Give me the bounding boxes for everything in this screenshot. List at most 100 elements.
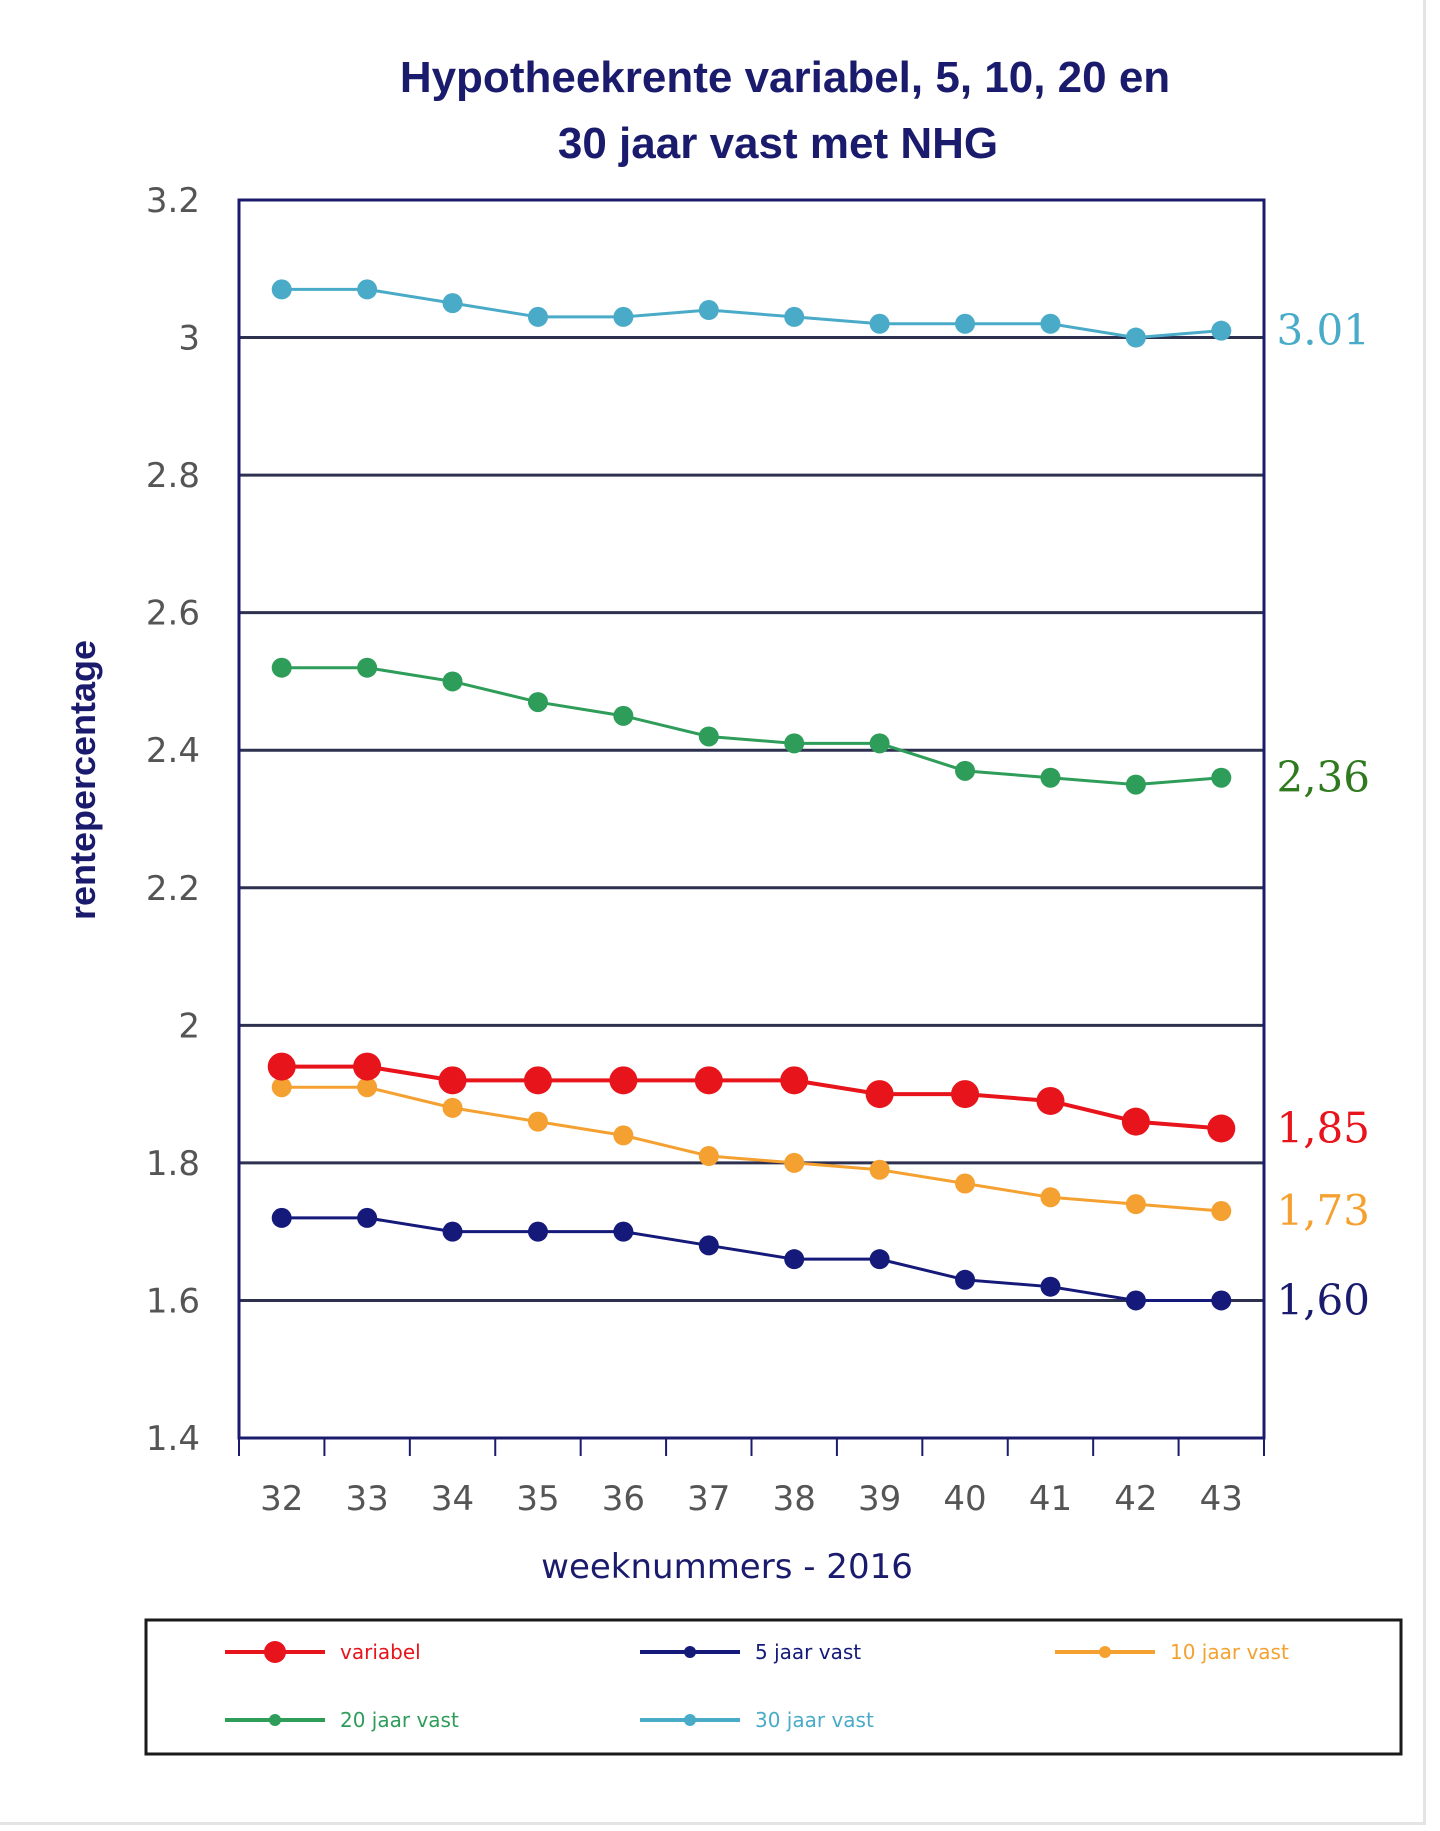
series-line [281,666,1222,787]
y-tick-label: 2.2 [146,869,200,909]
data-point [869,313,890,334]
data-point [613,1221,634,1242]
data-point [271,279,292,300]
data-point [955,313,976,334]
legend-label: variabel [340,1640,421,1664]
data-point [271,657,292,678]
data-point [527,1221,548,1242]
data-point [523,1066,552,1095]
y-tick-label: 3.2 [146,181,200,221]
x-tick-label: 34 [431,1479,474,1519]
series-10-jaar-vast [271,1077,1232,1222]
y-tick-label: 3 [178,319,200,359]
data-point [1211,1201,1232,1222]
y-tick-label: 1.6 [146,1281,200,1321]
x-tick-label: 32 [260,1479,303,1519]
legend-entry: variabel [225,1640,421,1664]
x-tick-label: 40 [943,1479,986,1519]
chart-title-line-2: 30 jaar vast met NHG [558,119,998,168]
end-value-label: 2,36 [1276,753,1370,802]
data-point [1040,1187,1061,1208]
data-point [353,1052,382,1081]
legend-entry: 5 jaar vast [640,1640,861,1664]
legend-label: 30 jaar vast [755,1708,874,1732]
data-point [357,1207,378,1228]
data-point [784,1249,805,1270]
chart-title-line-1: Hypotheekrente variabel, 5, 10, 20 en [400,53,1170,102]
x-tick-label: 42 [1114,1479,1157,1519]
x-tick-label: 37 [687,1479,730,1519]
data-point [698,726,719,747]
series-line [281,1216,1222,1302]
data-point [609,1066,638,1095]
data-point [438,1066,467,1095]
end-labels: 1,85 1,60 1,73 2,36 3.01 [1276,306,1370,1325]
y-axis-label: rentepercentage [62,640,103,920]
x-tick-label: 35 [516,1479,559,1519]
y-tick-label: 2 [178,1006,200,1046]
x-tick-label: 43 [1200,1479,1243,1519]
data-point [869,733,890,754]
grid-lines [239,336,1264,1302]
series-line [281,1064,1222,1131]
x-axis-label: weeknummers - 2016 [541,1547,913,1587]
legend-swatch-marker [684,1714,696,1726]
data-point [1121,1107,1150,1136]
y-tick-label: 2.4 [146,731,200,771]
data-point [784,306,805,327]
data-point [1211,767,1232,788]
legend-entry: 30 jaar vast [640,1708,874,1732]
x-tick-label: 41 [1029,1479,1072,1519]
data-point [1211,320,1232,341]
data-point [613,1125,634,1146]
legend-label: 20 jaar vast [340,1708,459,1732]
data-point [527,306,548,327]
data-point [442,1097,463,1118]
data-point [698,300,719,321]
y-axis-ticks: 1.4 1.6 1.8 2 2.2 2.4 2.6 2.8 3 3.2 [146,181,200,1459]
series-line [281,287,1222,340]
x-tick-label: 36 [602,1479,645,1519]
series-layer [267,279,1236,1311]
legend-swatch-marker [269,1714,281,1726]
end-value-label: 1,73 [1276,1186,1370,1235]
data-point [1125,774,1146,795]
data-point [955,1173,976,1194]
data-point [1125,1194,1146,1215]
data-point [865,1080,894,1109]
end-value-label: 1,60 [1276,1275,1370,1324]
y-tick-label: 1.8 [146,1144,200,1184]
y-tick-label: 2.8 [146,456,200,496]
y-tick-label: 2.6 [146,594,200,634]
legend: variabel 5 jaar vast 10 jaar vast 20 jaar v… [225,1640,1289,1732]
legend-entry: 10 jaar vast [1055,1640,1289,1664]
series-variabel [267,1052,1236,1143]
data-point [780,1066,809,1095]
legend-entry: 20 jaar vast [225,1708,459,1732]
data-point [951,1080,980,1109]
data-point [1036,1086,1065,1115]
data-point [1040,767,1061,788]
series-30-jaar-vast [271,279,1232,348]
legend-box [144,1618,1403,1756]
series-line [281,1085,1222,1213]
data-point [613,705,634,726]
legend-label: 5 jaar vast [755,1640,861,1664]
data-point [1040,1276,1061,1297]
data-point [357,657,378,678]
data-point [955,760,976,781]
legend-swatch-marker [1099,1646,1111,1658]
data-point [869,1249,890,1270]
data-point [869,1159,890,1180]
data-point [1040,313,1061,334]
data-point [442,1221,463,1242]
data-point [1211,1290,1232,1311]
data-point [442,671,463,692]
series-5-jaar-vast [271,1207,1232,1311]
data-point [267,1052,296,1081]
data-point [694,1066,723,1095]
data-point [698,1146,719,1167]
legend-swatch-marker [264,1641,286,1663]
x-axis-ticks: 32 33 34 35 36 37 38 39 40 41 42 43 [238,1438,1265,1519]
